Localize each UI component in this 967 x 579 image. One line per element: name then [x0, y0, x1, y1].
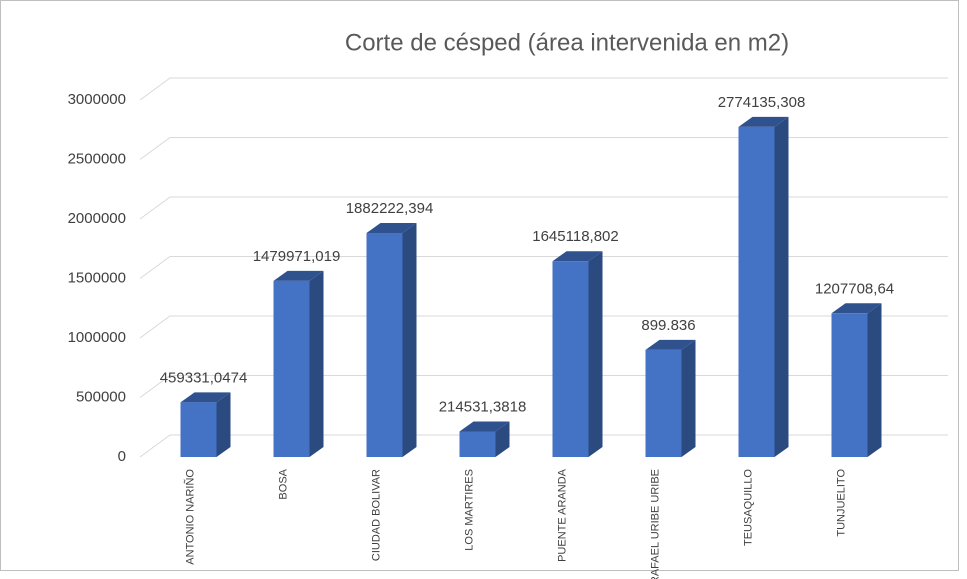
bar-top	[180, 392, 231, 403]
value-label: 214531,3818	[439, 398, 527, 415]
y-tick-label: 500000	[76, 388, 126, 405]
grid-line	[139, 77, 948, 101]
value-label: 459331,0474	[160, 369, 248, 386]
bar-top	[645, 339, 696, 350]
bar-top	[366, 223, 417, 234]
y-tick-label: 2000000	[68, 210, 126, 227]
bar-top	[738, 116, 789, 127]
bar-side	[495, 421, 510, 457]
value-label: 899.836	[641, 317, 695, 334]
value-label: 1645118,802	[532, 228, 618, 245]
chart-title: Corte de césped (área intervenida en m2)	[345, 29, 789, 56]
bar	[273, 280, 310, 457]
bar-side	[309, 270, 324, 457]
bar	[831, 313, 868, 457]
value-label: 1207708,64	[815, 280, 894, 297]
x-tick-label: RAFAEL URIBE URIBE	[649, 469, 661, 579]
bar-side	[216, 392, 231, 457]
y-tick-label: 0	[118, 448, 126, 465]
x-tick-label: TUNJUELITO	[835, 469, 847, 537]
bar	[738, 126, 775, 457]
bar-top	[831, 303, 882, 314]
bar-top	[459, 421, 510, 432]
x-tick-label: BOSA	[277, 468, 289, 499]
value-label: 1882222,394	[346, 200, 434, 217]
x-tick-label: TEUSAQUILLO	[742, 469, 754, 546]
bar	[552, 261, 589, 457]
bar-top	[552, 251, 603, 262]
y-tick-label: 3000000	[68, 91, 126, 108]
x-tick-label: PUENTE ARANDA	[556, 468, 568, 562]
bar-side	[681, 339, 696, 457]
value-label: 1479971,019	[253, 248, 341, 265]
bar-side	[774, 116, 789, 457]
y-tick-label: 1500000	[68, 269, 126, 286]
x-tick-label: LOS MARTIRES	[463, 469, 475, 551]
bar-side	[402, 223, 417, 457]
bar-side	[867, 303, 882, 457]
bar	[459, 431, 496, 457]
grid-line	[139, 256, 948, 279]
x-tick-label: ANTONIO NARIÑO	[183, 469, 196, 565]
x-tick-label: CIUDAD BOLIVAR	[370, 469, 382, 561]
value-label: 2774135,308	[718, 94, 806, 111]
bar	[180, 402, 217, 457]
bar-side	[588, 251, 603, 457]
y-tick-label: 1000000	[68, 329, 126, 346]
grid-line	[139, 137, 948, 160]
grid-line	[139, 196, 948, 220]
bar	[366, 233, 403, 457]
y-tick-label: 2500000	[68, 150, 126, 167]
bar-top	[273, 270, 324, 281]
grid-line	[139, 315, 948, 339]
bar	[645, 349, 682, 457]
chart-border	[0, 0, 959, 571]
